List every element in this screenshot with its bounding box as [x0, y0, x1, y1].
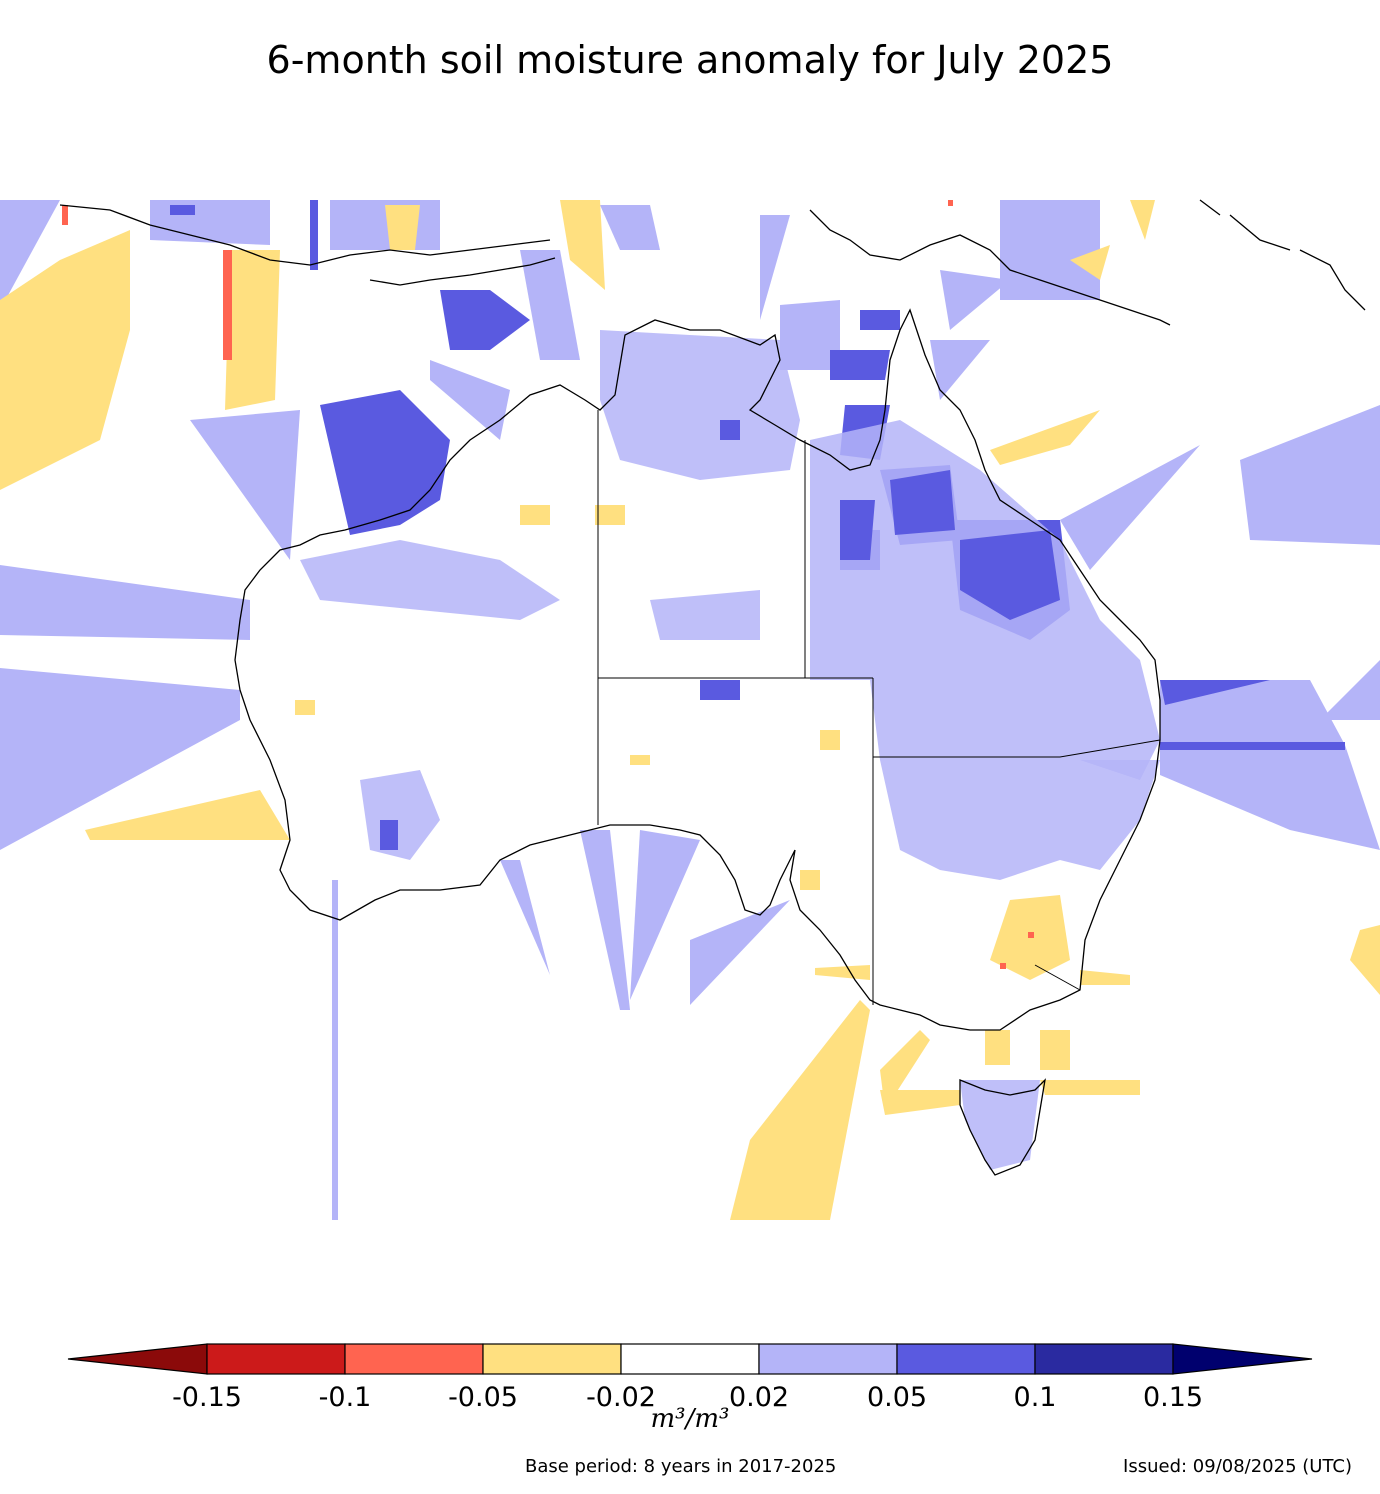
coastline [59, 199, 1366, 1176]
map-title: 6-month soil moisture anomaly for July 2… [266, 38, 1114, 82]
colorbar-tick-label: 0.1 [1014, 1382, 1057, 1410]
land-anomaly-medium [380, 420, 1060, 850]
indonesia-coast [59, 204, 551, 266]
colorbar-tick-label: -0.15 [172, 1382, 242, 1410]
strong-negative-spots [62, 200, 1034, 969]
soil-moisture-map [0, 199, 1380, 1220]
colorbar-tick-label: 0.15 [1143, 1382, 1203, 1410]
negative-anomaly-yellow-regions [0, 200, 1380, 1220]
colorbar-segment [1034, 1343, 1174, 1375]
land-yellow-speckle [295, 505, 1070, 1070]
timor-coast [369, 257, 556, 286]
colorbar-segment [620, 1343, 760, 1375]
state-borders [597, 410, 1161, 1005]
colorbar-tick-label: -0.05 [448, 1382, 518, 1410]
colorbar-segment [67, 1343, 208, 1375]
colorbar-segment [896, 1343, 1036, 1375]
pacific-islands [1199, 199, 1366, 311]
colorbar-tick-label: -0.1 [319, 1382, 372, 1410]
tasmania-coast [959, 1078, 1046, 1176]
colorbar-segment [206, 1343, 346, 1375]
units-label: m³/m³ [650, 1404, 730, 1434]
colorbar-segment [344, 1343, 484, 1375]
mainland-coast [234, 308, 1161, 1031]
base-period-label: Base period: 8 years in 2017-2025 [525, 1456, 837, 1477]
issued-label: Issued: 09/08/2025 (UTC) [1123, 1456, 1352, 1477]
colorbar-tick-label: 0.05 [867, 1382, 927, 1410]
new-guinea-coast [809, 209, 1171, 326]
colorbar-segment [482, 1343, 622, 1375]
colorbar-tick-label: -0.02 [586, 1382, 656, 1410]
colorbar-segment [1172, 1343, 1313, 1375]
positive-anomaly-light-regions [0, 200, 1380, 1220]
colorbar: -0.15 -0.1 -0.05 -0.02 0.02 0.05 0.1 0.15 [67, 1343, 1313, 1410]
colorbar-segment [758, 1343, 898, 1375]
colorbar-tick-label: 0.02 [729, 1382, 789, 1410]
